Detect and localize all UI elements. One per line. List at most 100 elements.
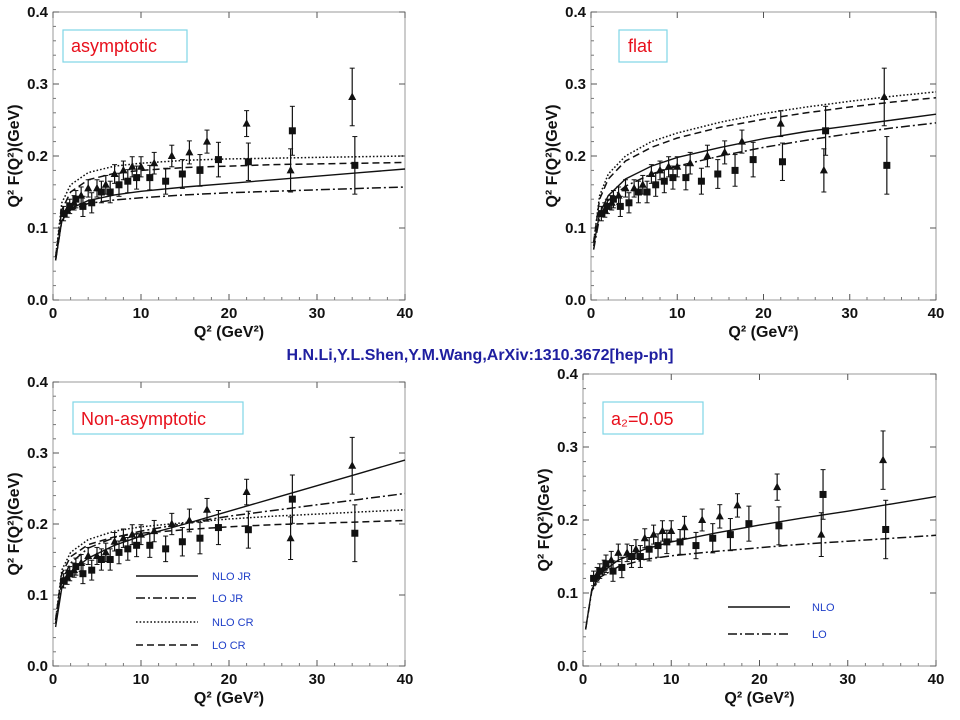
- theory-curve-solid: [54, 168, 406, 261]
- x-tick-label: 10: [133, 671, 150, 688]
- data-point-square: [115, 181, 123, 189]
- y-tick-label: 0.2: [557, 512, 578, 529]
- data-point-square: [749, 156, 757, 164]
- x-axis-title: Q² (GeV²): [724, 690, 794, 707]
- data-point-square: [636, 553, 644, 560]
- data-point-triangle: [879, 455, 888, 464]
- data-point-triangle: [84, 551, 93, 559]
- data-point-square: [60, 577, 68, 585]
- data-point-square: [133, 174, 141, 182]
- x-axis-title: Q² (GeV²): [194, 690, 264, 707]
- panel-label-box: [72, 401, 244, 435]
- x-tick-label: 30: [309, 305, 326, 322]
- y-tick-label: 0.4: [27, 4, 49, 21]
- data-point-triangle: [631, 544, 640, 553]
- data-point-triangle: [348, 92, 357, 100]
- x-tick-label: 0: [587, 305, 595, 322]
- panel-label: flat: [628, 36, 652, 56]
- chart-panel: 0 10 20 30 40 0.0 0.1 0.2 0.3 0.4 Q² (GeV²) Q² F(Q²…: [6, 4, 413, 341]
- data-point-triangle: [664, 162, 673, 170]
- theory-curve-dashdot: [584, 534, 937, 630]
- panel-label: Non-asymptotic: [81, 409, 206, 429]
- theory-curve-dotted: [54, 155, 406, 257]
- data-point-square: [625, 199, 633, 207]
- data-point-triangle: [286, 533, 295, 542]
- y-tick-label: 0.0: [27, 292, 48, 309]
- data-point-square: [634, 188, 642, 196]
- data-point-square: [590, 574, 598, 582]
- panel-label-box: [602, 401, 704, 435]
- y-tick-label: 0.1: [557, 585, 578, 602]
- legend-label: LO JR: [212, 593, 243, 605]
- data-point-triangle: [150, 526, 159, 535]
- data-point-triangle: [101, 547, 110, 556]
- data-point-square: [146, 541, 154, 549]
- data-point-triangle: [101, 180, 110, 188]
- y-tick-label: 0.1: [27, 220, 48, 237]
- data-point-square: [196, 534, 204, 542]
- theory-curve-dashdot: [54, 186, 406, 261]
- x-tick-label: 0: [579, 671, 587, 688]
- data-point-triangle: [128, 530, 137, 538]
- data-point-triangle: [137, 162, 145, 170]
- data-point-triangle: [150, 158, 159, 167]
- chart-panel: 0 10 20 30 40 0.0 0.1 0.2 0.3 0.4 Q² (GeV²) Q² F(Q²…: [544, 4, 944, 341]
- y-axis-title: Q² F(Q²)(GeV): [544, 104, 561, 207]
- data-point-triangle: [614, 548, 623, 556]
- data-point-triangle: [773, 482, 782, 491]
- x-tick-label: 20: [755, 305, 772, 322]
- data-point-triangle: [242, 119, 251, 127]
- data-point-square: [602, 560, 610, 568]
- data-point-square: [603, 202, 611, 210]
- x-axis-title: Q² (GeV²): [728, 324, 798, 341]
- data-point-triangle: [185, 147, 194, 156]
- data-point-triangle: [348, 461, 357, 469]
- data-point-square: [178, 538, 186, 546]
- data-point-square: [178, 170, 186, 178]
- data-point-square: [669, 174, 677, 182]
- data-point-triangle: [110, 537, 119, 545]
- data-point-square: [146, 174, 154, 182]
- legend-label: NLO JR: [212, 571, 251, 583]
- data-point-square: [66, 202, 74, 210]
- x-tick-label: 40: [397, 671, 414, 688]
- data-point-square: [819, 490, 827, 498]
- data-point-square: [676, 538, 684, 546]
- x-tick-label: 30: [309, 671, 326, 688]
- data-point-triangle: [203, 137, 211, 145]
- data-point-triangle: [686, 158, 695, 167]
- data-point-square: [645, 545, 653, 553]
- panel-label-box: [62, 29, 188, 63]
- data-point-square: [822, 127, 830, 135]
- data-point-triangle: [119, 533, 128, 542]
- y-tick-label: 0.2: [27, 516, 48, 533]
- data-point-square: [106, 188, 114, 196]
- panel-label-box: [618, 29, 668, 63]
- data-point-square: [609, 195, 617, 203]
- data-point-square: [66, 570, 74, 578]
- data-point-triangle: [203, 505, 211, 513]
- data-point-triangle: [776, 119, 785, 127]
- data-point-triangle: [167, 519, 176, 527]
- y-tick-label: 0.0: [27, 658, 48, 675]
- y-tick-label: 0.2: [565, 148, 586, 165]
- citation-text: H.N.Li,Y.L.Shen,Y.M.Wang,ArXiv:1310.3672…: [286, 347, 674, 364]
- theory-curve-dashdot: [54, 492, 406, 624]
- data-point-square: [596, 567, 604, 575]
- x-tick-label: 40: [928, 671, 945, 688]
- data-point-triangle: [720, 147, 729, 156]
- data-point-triangle: [110, 169, 119, 177]
- y-tick-label: 0.2: [27, 148, 48, 165]
- data-point-square: [115, 548, 123, 556]
- data-point-triangle: [737, 137, 746, 145]
- x-tick-label: 10: [133, 305, 150, 322]
- data-point-square: [654, 542, 662, 550]
- data-point-square: [628, 553, 636, 560]
- data-point-square: [88, 566, 96, 574]
- data-point-triangle: [656, 165, 664, 174]
- theory-curve-solid: [584, 495, 937, 630]
- data-point-triangle: [647, 169, 656, 177]
- data-point-triangle: [167, 151, 176, 159]
- y-tick-label: 0.4: [27, 374, 49, 391]
